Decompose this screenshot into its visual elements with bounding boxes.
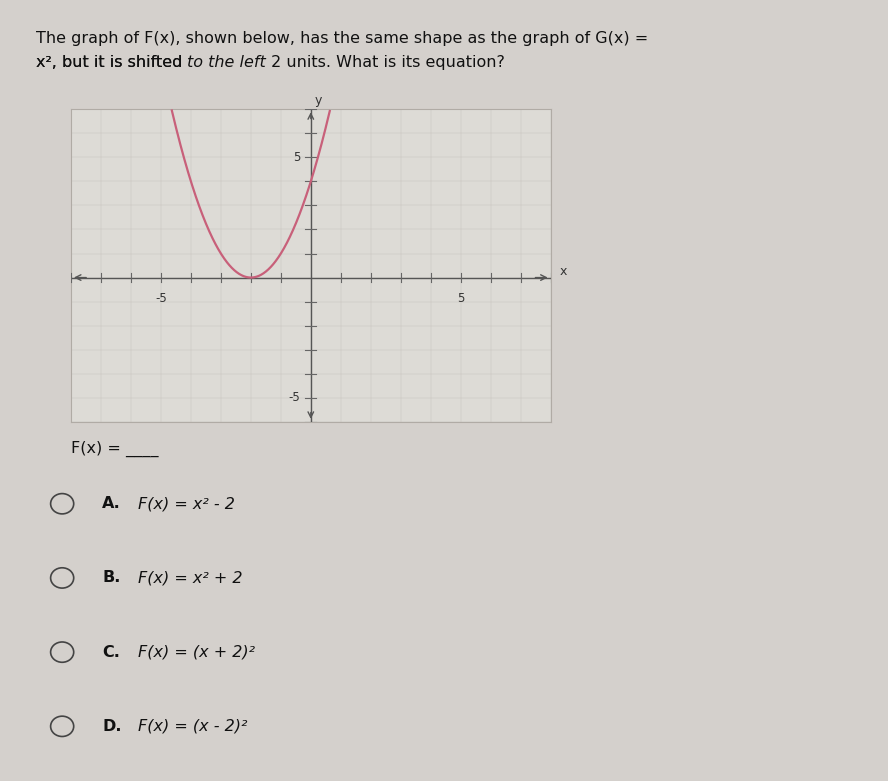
Text: F(x) = (x + 2)²: F(x) = (x + 2)²: [138, 644, 255, 660]
Text: 5: 5: [457, 292, 464, 305]
Text: D.: D.: [102, 719, 122, 734]
Text: A.: A.: [102, 496, 121, 512]
Text: C.: C.: [102, 644, 120, 660]
Text: F(x) = ____: F(x) = ____: [71, 441, 159, 458]
Text: 2 units. What is its equation?: 2 units. What is its equation?: [266, 55, 504, 70]
Text: to the left: to the left: [187, 55, 266, 70]
Text: x², but it is shifted: x², but it is shifted: [36, 55, 187, 70]
Text: -5: -5: [289, 391, 300, 405]
Text: The graph of F(x), shown below, has the same shape as the graph of G(x) =: The graph of F(x), shown below, has the …: [36, 31, 647, 46]
Text: -5: -5: [155, 292, 167, 305]
Text: 5: 5: [293, 151, 300, 164]
Text: F(x) = x² - 2: F(x) = x² - 2: [138, 496, 234, 512]
Text: x², but it is shifted: x², but it is shifted: [36, 55, 187, 70]
Text: F(x) = (x - 2)²: F(x) = (x - 2)²: [138, 719, 247, 734]
Text: B.: B.: [102, 570, 121, 586]
Text: F(x) = x² + 2: F(x) = x² + 2: [138, 570, 242, 586]
Text: y: y: [314, 94, 322, 107]
Text: x: x: [559, 265, 567, 278]
